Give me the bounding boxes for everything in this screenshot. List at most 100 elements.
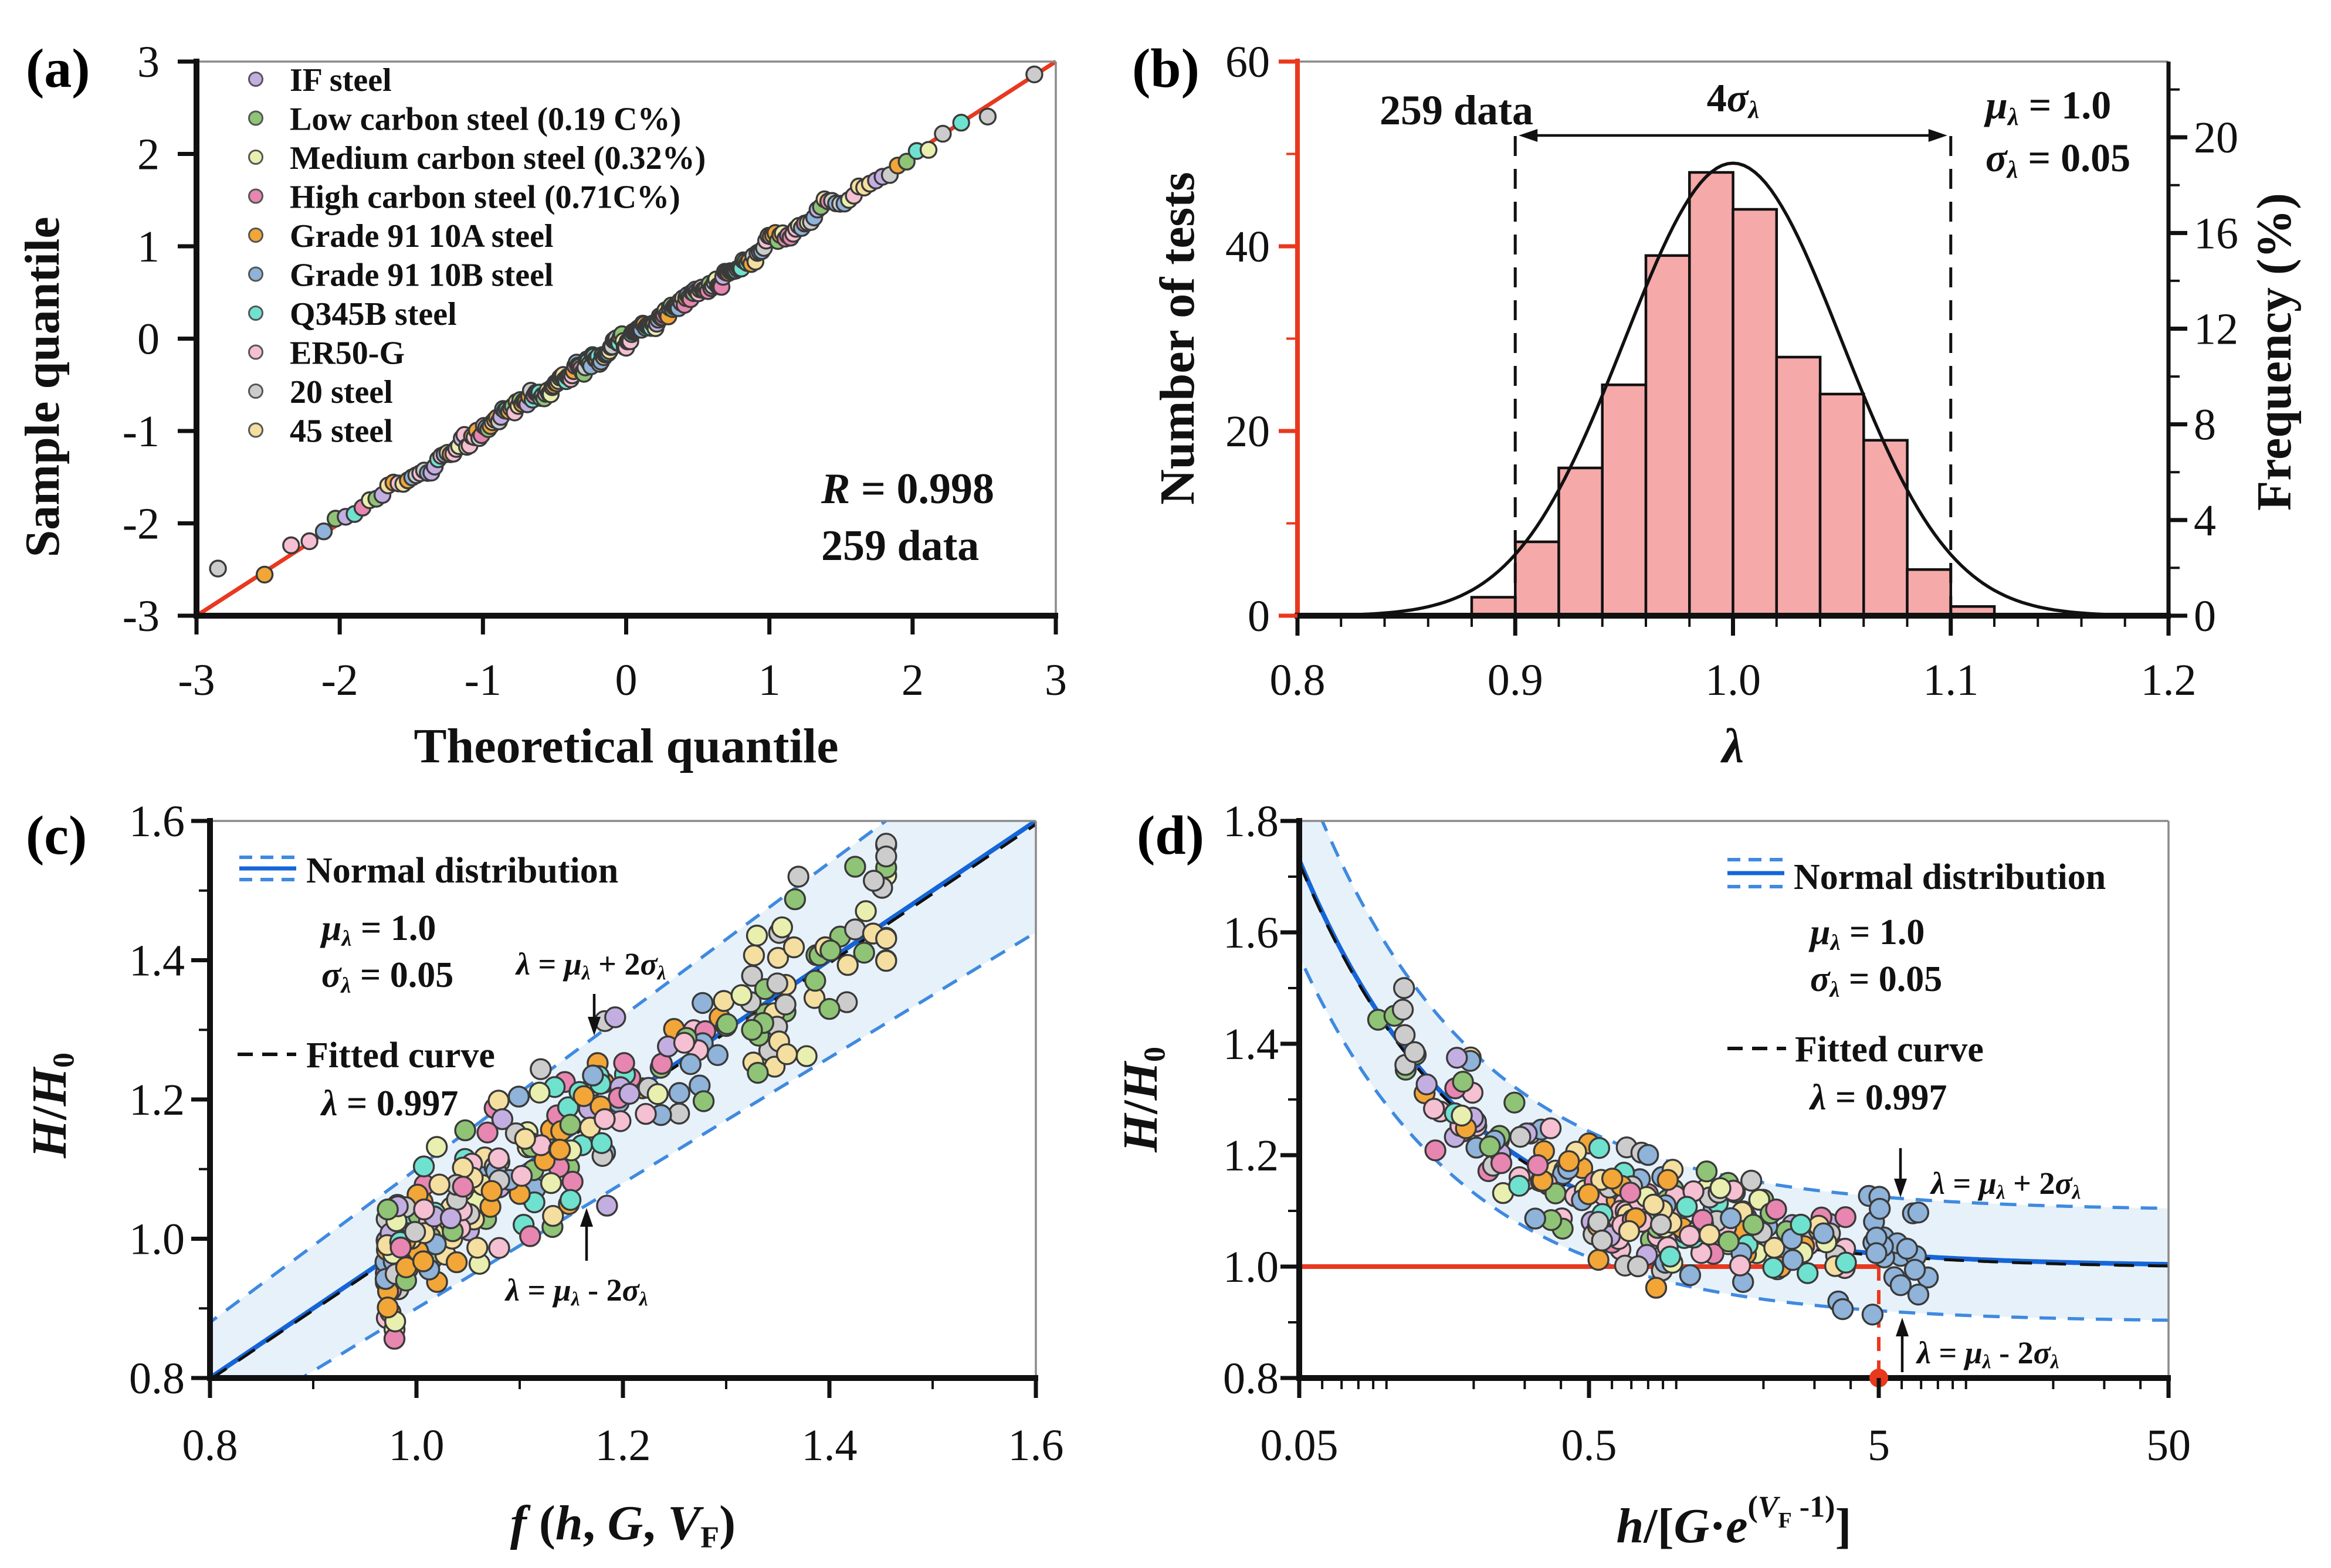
scatter-point [1659,1245,1682,1268]
scatter-point [404,1221,426,1243]
label-part: = [530,946,564,982]
label-part: = 0.05 [2018,135,2130,180]
scatter-points-c [374,833,897,1350]
hist-bar [1688,171,1734,617]
scatter-point [1695,1160,1718,1183]
y-left-tick-label: 0 [1248,592,1270,641]
label-part: λ [1829,931,1840,955]
x-tick-label: 1.6 [1008,1421,1064,1470]
scatter-point [1907,1283,1930,1306]
legend-label: 45 steel [290,413,393,450]
annotation-ndata: 259 data [1380,87,1533,134]
label-part: , [583,1496,608,1550]
annotation-n: 259 data [821,522,979,570]
scatter-point [1591,1229,1613,1252]
scatter-point [1656,1169,1679,1191]
label-part: H [22,1118,77,1159]
scatter-point [1675,1196,1698,1218]
scatter-point [1452,1070,1474,1093]
feature-point [1392,977,1415,999]
scatter-point [679,1053,702,1075]
scatter-point [1637,1143,1659,1166]
scatter-point [613,1052,635,1074]
legend-marker [248,188,263,204]
qq-point [952,113,970,132]
x-tick-label: 0 [615,656,638,705]
scatter-point [476,1121,499,1144]
label-part: V [1758,1490,1781,1523]
y-right-tick-label: 16 [2194,209,2238,258]
label-part: e [1726,1499,1747,1553]
scatter-point [1508,1175,1530,1197]
x-tick-label: 1.0 [389,1421,445,1470]
scatter-point [1524,1207,1547,1230]
scatter-point [389,1236,412,1259]
scatter-point [1490,1152,1513,1175]
ann-arrow-head [588,1017,601,1036]
scatter-point [1729,1254,1751,1277]
scatter-point [766,972,788,995]
x-tick-label: -1 [465,656,502,705]
label-part: h [1617,1499,1644,1553]
scatter-point [452,1175,474,1198]
y-tick-label: 0 [137,315,160,364]
scatter-point [428,1173,450,1196]
scatter-point [1896,1237,1919,1260]
y-right-tick-label: 20 [2194,113,2238,162]
scatter-point [1812,1222,1835,1245]
label-part: G [608,1496,643,1550]
y-tick-label: 1.8 [1223,797,1279,846]
y-right-axis-title: Frequency (%) [2247,193,2302,511]
label-part: σ [622,1272,641,1308]
scatter-point [572,1085,595,1108]
panel-b-label: (b) [1132,38,1200,99]
x-tick-label: 1.4 [802,1421,858,1470]
label-part: 0 [47,1053,80,1068]
hist-bars [1470,171,1996,617]
label-part: = 0.05 [351,955,453,995]
legend-mu: μλ = 1.0 [1808,912,1925,955]
label-part: σ [2034,1335,2052,1370]
legend-label: Medium carbon steel (0.32%) [290,140,706,177]
label-part: Normal distribution [306,851,618,891]
scatter-point [692,992,714,1014]
scatter-point [774,993,797,1016]
scatter-point [819,939,842,962]
label-part: Number of tests [1150,172,1205,505]
x-tick-label: 1.2 [2141,656,2197,705]
scatter-point [784,888,807,911]
span-arrow-head-left [1519,129,1538,142]
scatter-point [1907,1202,1930,1224]
label-part: λ [1916,1335,1931,1370]
legend-lambda: λ = 0.997 [320,1084,458,1124]
scatter-point [604,1006,626,1029]
span-label: 4σλ [1707,76,1759,124]
scatter-point [1558,1150,1580,1172]
scatter-point [1422,1098,1445,1120]
y-left-tick-label: 60 [1225,38,1270,87]
x-tick-label: -3 [178,656,215,705]
scatter-point [1796,1262,1819,1284]
x-axis-title: h/[G·e(VF -1)] [1617,1490,1852,1553]
qq-point [314,522,333,541]
scatter-point [1903,1258,1926,1281]
x-tick-label: 1.2 [595,1421,651,1470]
scatter-point [412,1155,435,1177]
label-part: λ [1995,1182,2005,1204]
scatter-point [1618,1220,1641,1243]
label-part: = 1.0 [352,908,436,948]
qq-point [919,141,938,159]
scatter-point [519,1225,541,1247]
scatter-point [741,965,763,987]
label-part: = 0.05 [1839,959,1942,999]
x-tick-label: 0.9 [1488,656,1543,705]
scatter-point [1393,1024,1416,1046]
scatter-point [412,1250,435,1272]
legend-marker [248,306,263,321]
y-tick-label: -2 [123,500,160,549]
x-axis-title: f (h, G, VF) [510,1496,736,1554]
band-lower-dashed [1299,955,2169,1322]
